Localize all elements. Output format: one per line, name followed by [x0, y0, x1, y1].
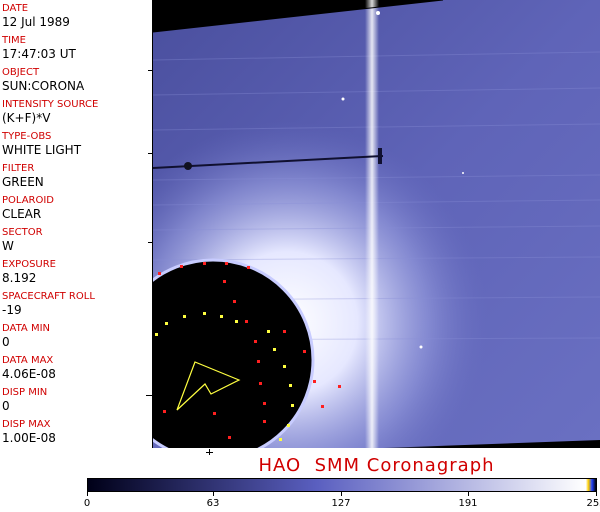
field-intensity-source: INTENSITY SOURCE (K+F)*V — [2, 99, 98, 125]
field-value: CLEAR — [2, 207, 42, 221]
occulting-disk — [153, 258, 315, 448]
colorbar-tick-label: 63 — [206, 498, 220, 509]
field-label: INTENSITY SOURCE — [2, 99, 99, 110]
field-value: (K+F)*V — [2, 111, 51, 125]
field-date: DATE 12 Jul 1989 — [2, 3, 70, 29]
position-markers — [155, 262, 341, 441]
colorbar-tick-label: 255 — [586, 498, 600, 509]
field-label: FILTER — [2, 163, 35, 174]
field-object: OBJECT SUN:CORONA — [2, 67, 84, 93]
colorbar-tick-label: 191 — [458, 498, 478, 509]
field-value: 0 — [2, 335, 10, 349]
vertical-streak — [365, 0, 379, 448]
field-label: TIME — [2, 35, 27, 46]
field-label: POLAROID — [2, 195, 55, 206]
field-value: WHITE LIGHT — [2, 143, 82, 157]
coronagraph-image — [153, 0, 600, 448]
field-value: 8.192 — [2, 271, 37, 285]
intensity-colorbar — [87, 478, 597, 492]
colorbar-tick-label: 127 — [331, 498, 351, 509]
field-value: 4.06E-08 — [2, 367, 56, 381]
field-sector: SECTOR W — [2, 227, 43, 253]
field-spacecraft-roll: SPACECRAFT ROLL -19 — [2, 291, 95, 317]
field-disp-max: DISP MAX 1.00E-08 — [2, 419, 56, 445]
field-label: DISP MAX — [2, 419, 51, 430]
field-polaroid: POLAROID CLEAR — [2, 195, 54, 221]
field-label: EXPOSURE — [2, 259, 57, 270]
field-label: DATA MIN — [2, 323, 50, 334]
coronagraph-image-svg — [153, 0, 600, 448]
field-time: TIME 17:47:03 UT — [2, 35, 76, 61]
field-exposure: EXPOSURE 8.192 — [2, 259, 56, 285]
colorbar-tick-label: 0 — [83, 498, 91, 509]
field-label: DATE — [2, 3, 29, 14]
field-value: GREEN — [2, 175, 44, 189]
axis-tick-left-1 — [148, 70, 153, 71]
colorbar-tick — [213, 492, 214, 496]
colorbar-tick — [596, 492, 597, 496]
field-value: W — [2, 239, 14, 253]
field-label: DISP MIN — [2, 387, 48, 398]
axis-tick-bottom-1-cross — [206, 452, 213, 453]
field-label: OBJECT — [2, 67, 40, 78]
field-label: DATA MAX — [2, 355, 54, 366]
field-value: SUN:CORONA — [2, 79, 85, 93]
colorbar-tick — [341, 492, 342, 496]
field-value: 12 Jul 1989 — [2, 15, 70, 29]
field-disp-min: DISP MIN 0 — [2, 387, 47, 413]
field-label: TYPE-OBS — [2, 131, 52, 142]
stars — [341, 11, 464, 349]
field-label: SPACECRAFT ROLL — [2, 291, 95, 302]
field-value: 1.00E-08 — [2, 431, 56, 445]
axis-tick-left-3 — [148, 242, 153, 243]
field-type-obs: TYPE-OBS WHITE LIGHT — [2, 131, 81, 157]
field-value: -19 — [2, 303, 22, 317]
field-filter: FILTER GREEN — [2, 163, 44, 189]
field-label: SECTOR — [2, 227, 43, 238]
field-value: 0 — [2, 399, 10, 413]
instrument-title: HAO SMM Coronagraph — [258, 455, 495, 476]
occulter-pylon — [184, 162, 192, 170]
colorbar-tick — [468, 492, 469, 496]
field-data-max: DATA MAX 4.06E-08 — [2, 355, 56, 381]
occulter-mark — [378, 148, 382, 164]
field-value: 17:47:03 UT — [2, 47, 76, 61]
axis-tick-left-2 — [148, 153, 153, 154]
axis-tick-left-4 — [146, 395, 153, 396]
colorbar-tick — [87, 492, 88, 496]
metadata-panel: DATE 12 Jul 1989 TIME 17:47:03 UT OBJECT SUN:… — [0, 0, 153, 448]
field-data-min: DATA MIN 0 — [2, 323, 50, 349]
